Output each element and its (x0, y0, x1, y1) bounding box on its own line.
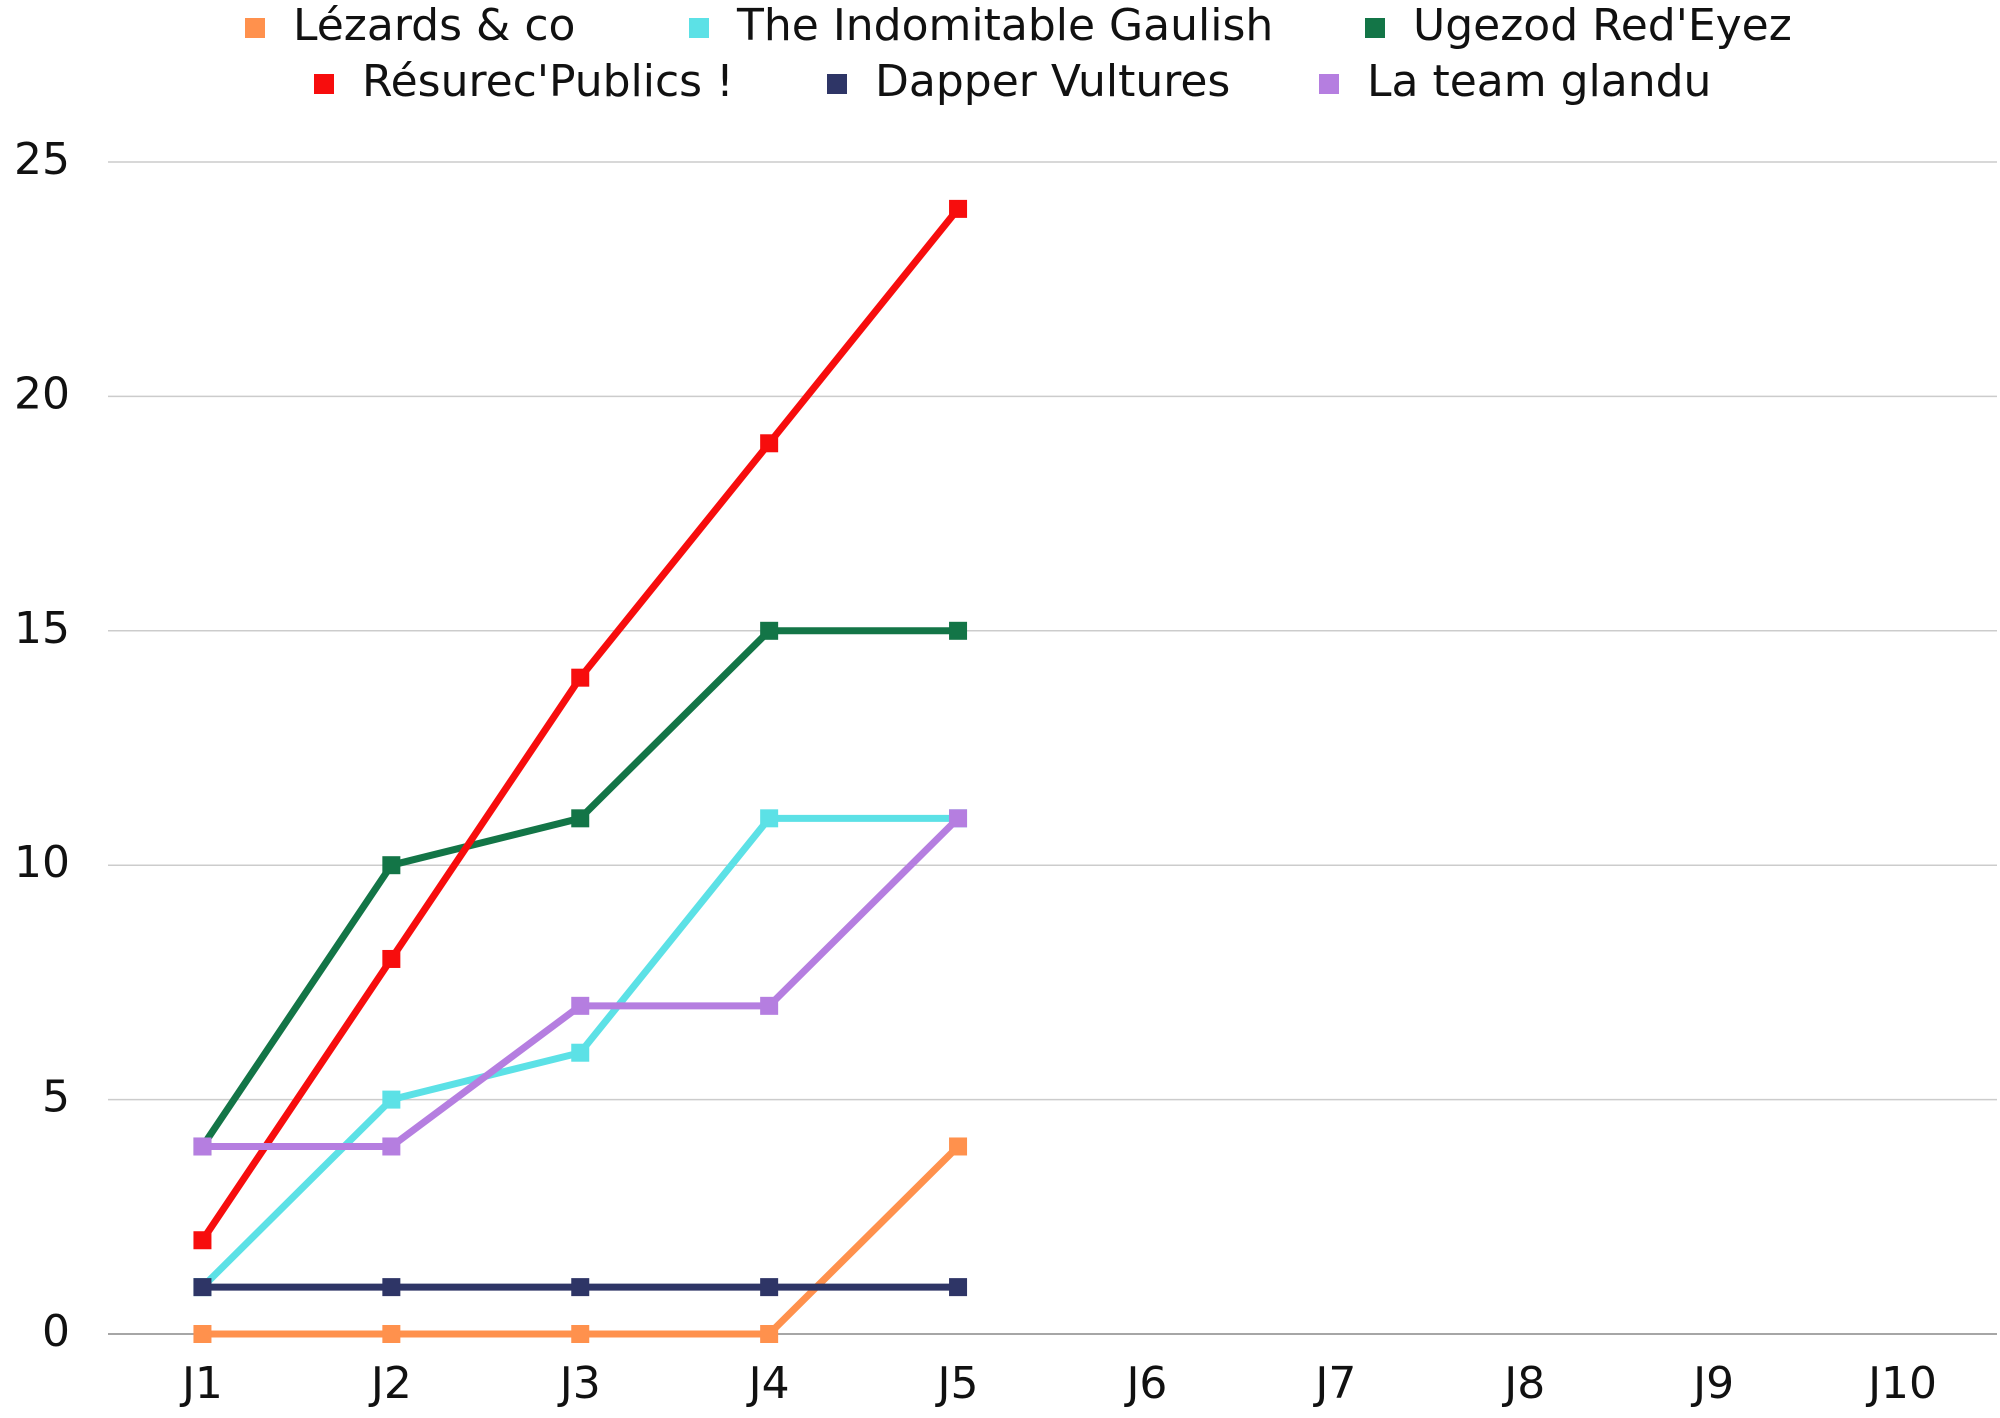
legend-marker (314, 74, 334, 94)
legend-label: Dapper Vultures (875, 56, 1230, 107)
y-tick-label: 5 (42, 1072, 70, 1123)
point (760, 621, 779, 640)
point (382, 1325, 401, 1343)
legend-label: Ugezod Red'Eyez (1413, 0, 1792, 51)
point (382, 1090, 401, 1109)
x-tick-label: J6 (1123, 1358, 1167, 1409)
point (382, 1278, 401, 1297)
x-tick-label: J8 (1501, 1358, 1545, 1409)
point (193, 1278, 212, 1297)
y-tick-label: 0 (42, 1306, 70, 1357)
series-line (199, 206, 961, 1243)
legend-label: Résurec'Publics ! (362, 56, 734, 107)
point (193, 1325, 212, 1343)
legend-marker (1365, 18, 1385, 38)
y-tick-label: 25 (14, 134, 70, 185)
legend-marker (245, 18, 265, 38)
point (571, 996, 590, 1015)
point (949, 199, 968, 218)
point (949, 1278, 968, 1297)
point (382, 949, 401, 968)
x-tick-label: J7 (1312, 1358, 1356, 1409)
point (382, 856, 401, 875)
point (760, 996, 779, 1015)
point (571, 809, 590, 828)
legend-marker (827, 74, 847, 94)
point (760, 434, 779, 453)
x-tick-label: J4 (746, 1358, 790, 1409)
point (571, 1278, 590, 1297)
point (193, 1137, 212, 1156)
y-tick-label: 20 (14, 368, 70, 419)
point (382, 1137, 401, 1156)
point (760, 809, 779, 828)
point (571, 668, 590, 687)
point (571, 1325, 590, 1343)
x-tick-label: J1 (179, 1358, 223, 1409)
point (760, 1278, 779, 1297)
x-tick-label: J3 (557, 1358, 601, 1409)
x-tick-label: J5 (935, 1358, 979, 1409)
y-tick-label: 15 (14, 603, 70, 654)
legend-label: The Indomitable Gaulish (736, 0, 1273, 51)
x-tick-label: J2 (368, 1358, 412, 1409)
point (949, 809, 968, 828)
point (193, 1231, 212, 1250)
point (760, 1325, 779, 1343)
point (949, 1137, 968, 1156)
y-tick-label: 10 (14, 837, 70, 888)
x-tick-label: J10 (1865, 1358, 1937, 1409)
legend-label: Lézards & co (293, 0, 575, 51)
point (949, 621, 968, 640)
legend-marker (689, 18, 709, 38)
point (571, 1043, 590, 1062)
x-tick-label: J9 (1690, 1358, 1734, 1409)
legend-label: La team glandu (1367, 56, 1711, 107)
legend-marker (1319, 74, 1339, 94)
